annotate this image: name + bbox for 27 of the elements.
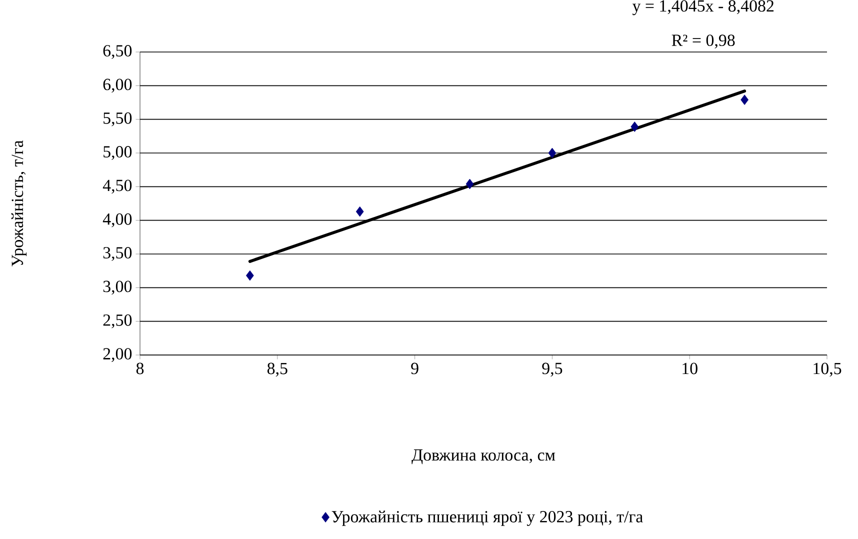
- y-tick-label: 3,50: [103, 247, 132, 261]
- y-tick-label: 6,00: [103, 78, 132, 93]
- y-tick-label: 4,50: [102, 180, 132, 194]
- y-tick-label: 2,00: [103, 348, 132, 362]
- point: [548, 148, 556, 158]
- y-tick-label: 2,50: [103, 314, 132, 328]
- point: [356, 206, 364, 217]
- point: [740, 94, 749, 105]
- y-axis-title: Урожайність, т/га: [11, 140, 27, 266]
- x-axis-title: Довжина колоса, см: [412, 449, 556, 464]
- legend-label: Урожайність пшениці ярої у 2023 році, т/га: [332, 510, 643, 526]
- x-tick-label: 8: [136, 362, 144, 374]
- y-tick-label: 3,00: [103, 280, 132, 295]
- y-tick-label: 5,50: [104, 112, 132, 126]
- text: R² = 0,98: [672, 34, 735, 48]
- y-tick-label: 4,00: [102, 213, 132, 228]
- x-tick-label: 9: [411, 362, 418, 374]
- x-tick-label: 10: [682, 362, 698, 374]
- x-tick-label: 10,5: [814, 362, 842, 377]
- y-tick-label: 5,00: [104, 146, 132, 160]
- text: y = 1,4045x - 8,4082: [632, 0, 774, 16]
- x-tick-label: 8,5: [267, 362, 288, 377]
- point: [630, 122, 639, 132]
- point: [466, 178, 474, 190]
- x-tick-label: 9,5: [542, 362, 562, 377]
- point: [246, 270, 254, 281]
- y-tick-label: 6,50: [103, 45, 132, 59]
